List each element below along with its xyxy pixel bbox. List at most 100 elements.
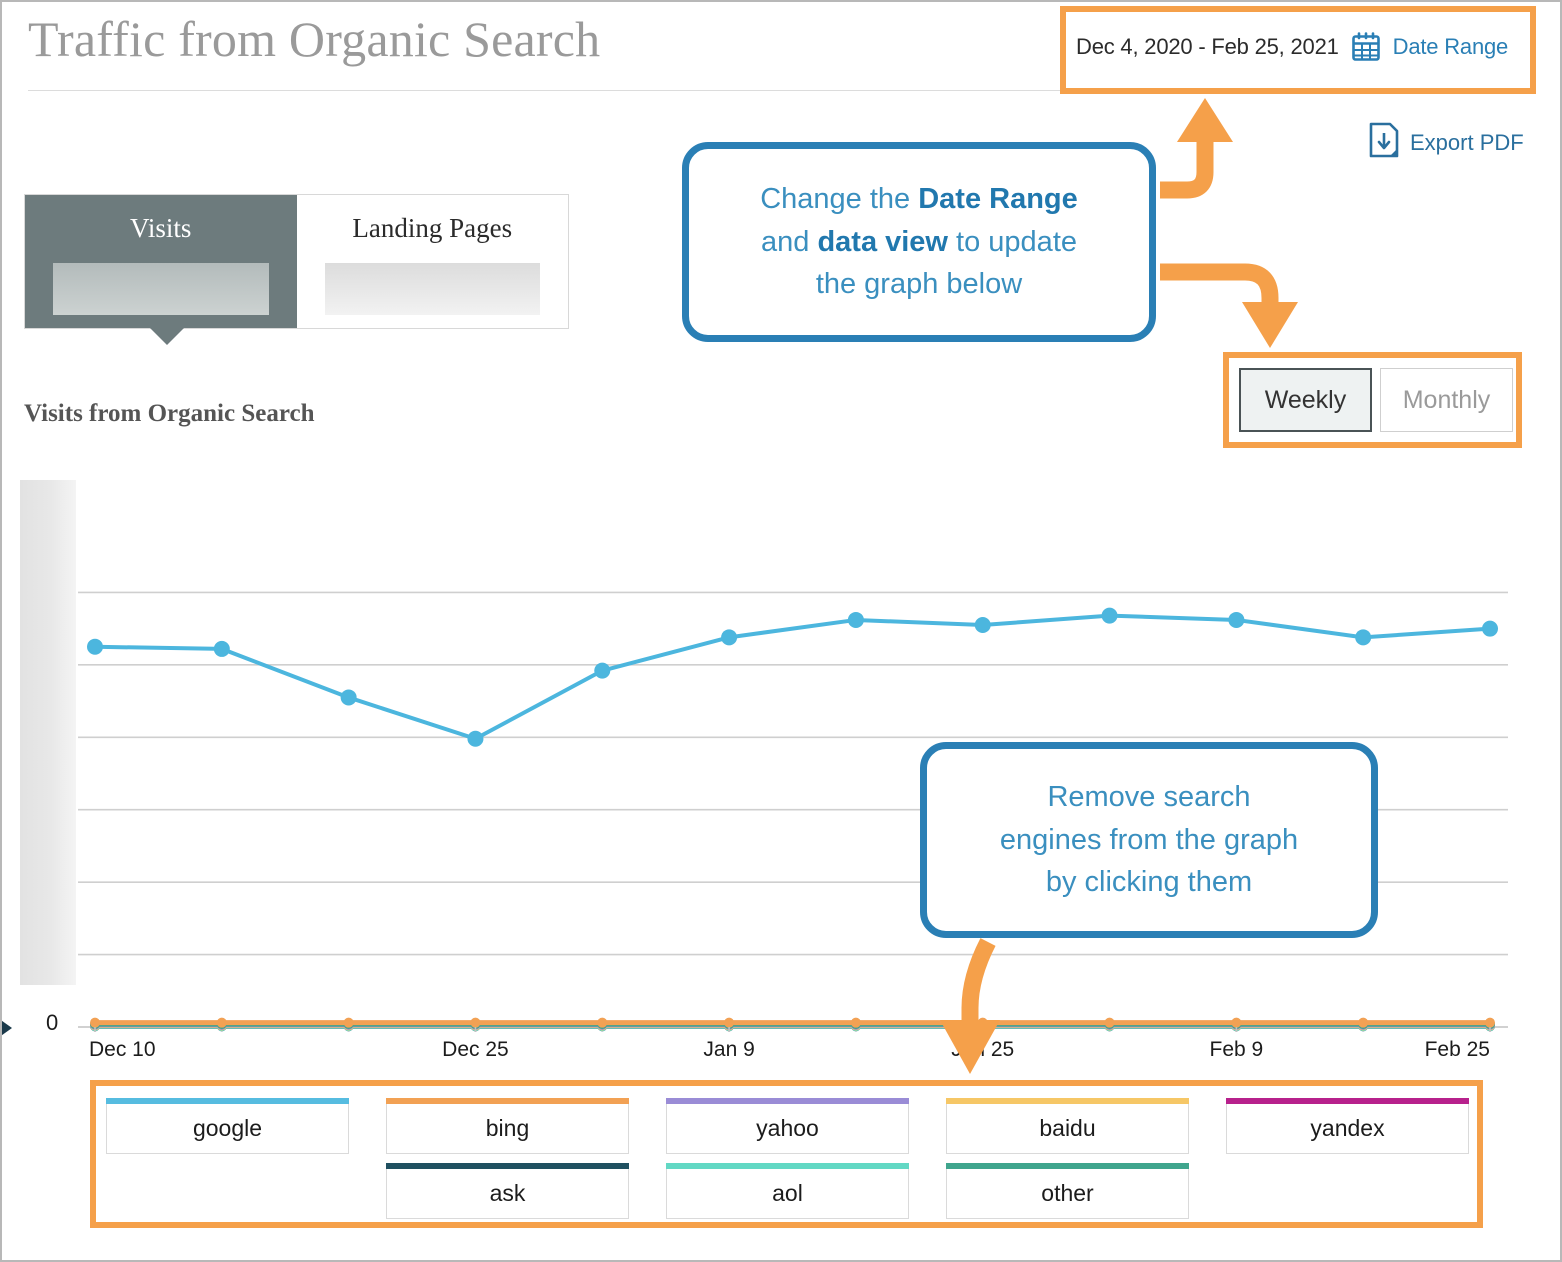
data-point-bing[interactable] [724, 1017, 735, 1028]
data-point-google[interactable] [1355, 629, 1372, 646]
data-point-bing[interactable] [216, 1017, 227, 1028]
legend-item-bing[interactable]: bing [386, 1098, 629, 1154]
chart-heading: Visits from Organic Search [24, 400, 315, 427]
callout-line2-bold: data view [817, 225, 948, 258]
callout-date-range: Change the Date Range and data view to u… [682, 142, 1156, 342]
callout-line2-pre: and [760, 225, 818, 258]
tab-active-pointer-icon [150, 328, 184, 345]
chart-series-layer [87, 607, 1498, 1032]
series-line-google [93, 613, 1492, 741]
callout-line1-bold: Date Range [918, 182, 1078, 215]
legend-item-yandex[interactable]: yandex [1226, 1098, 1469, 1154]
toggle-weekly[interactable]: Weekly [1239, 368, 1372, 432]
tab-visits[interactable]: Visits [25, 195, 297, 328]
callout2-line2: engines from the graph [999, 823, 1299, 856]
callout2-line1: Remove search [1047, 780, 1251, 813]
callout-date-range-text: Change the Date Range and data view to u… [742, 172, 1096, 313]
y-axis-zero-label: 0 [46, 1010, 59, 1035]
chart-canvas [78, 591, 1508, 1032]
data-point-google[interactable] [1101, 607, 1118, 624]
tab-visits-label: Visits [130, 213, 192, 243]
data-point-bing[interactable] [1104, 1017, 1115, 1028]
x-tick-label: Dec 25 [442, 1038, 509, 1061]
date-range-value: Dec 4, 2020 - Feb 25, 2021 [1076, 34, 1339, 59]
callout-line3: the graph below [815, 268, 1023, 301]
data-view-tabs: Visits Landing Pages [24, 194, 569, 329]
data-point-google[interactable] [594, 662, 611, 679]
legend-label-yahoo: yahoo [756, 1114, 819, 1141]
legend-swatch-google [106, 1098, 349, 1104]
x-tick-label: Jan 9 [703, 1038, 755, 1061]
legend-item-aol[interactable]: aol [666, 1163, 909, 1219]
legend-label-other: other [1041, 1179, 1094, 1206]
data-point-google[interactable] [847, 611, 864, 628]
x-tick-label: Jan 25 [951, 1038, 1015, 1061]
legend-label-aol: aol [772, 1179, 803, 1206]
legend-item-google[interactable]: google [106, 1098, 349, 1154]
tab-landing-pages-sparkbar [324, 263, 540, 315]
data-point-bing[interactable] [977, 1017, 988, 1028]
left-edge-marker-icon [2, 1018, 12, 1038]
legend-swatch-other [946, 1163, 1189, 1169]
legend-swatch-ask [386, 1163, 629, 1169]
legend-column: yahoo aol [666, 1098, 909, 1232]
legend-column: baidu other [946, 1098, 1189, 1232]
toggle-monthly[interactable]: Monthly [1380, 368, 1513, 432]
legend-label-ask: ask [489, 1179, 526, 1206]
x-tick-label: Feb 25 [1424, 1038, 1490, 1061]
legend-item-ask[interactable]: ask [386, 1163, 629, 1219]
date-range-control[interactable]: Dec 4, 2020 - Feb 25, 2021 Date Range [1076, 32, 1508, 62]
legend-label-google: google [192, 1114, 263, 1141]
data-point-google[interactable] [467, 730, 484, 747]
export-pdf-icon [1368, 122, 1400, 163]
data-point-google[interactable] [1228, 611, 1245, 628]
date-range-highlight-box [1060, 6, 1536, 94]
data-point-bing[interactable] [1485, 1017, 1495, 1028]
data-point-bing[interactable] [1231, 1017, 1242, 1028]
header-divider [28, 90, 1533, 91]
chart-legend: google bing ask yahoo aol baidu other yandex [106, 1096, 1469, 1219]
data-point-bing[interactable] [343, 1017, 354, 1028]
line-chart [20, 472, 1520, 1032]
data-point-bing[interactable] [597, 1017, 608, 1028]
data-point-bing[interactable] [470, 1017, 481, 1028]
legend-column: google [106, 1098, 349, 1167]
callout-remove-engines: Remove search engines from the graph by … [920, 742, 1378, 938]
data-point-google[interactable] [87, 638, 103, 655]
callout-line2-post: to update [948, 225, 1077, 258]
export-pdf-button[interactable]: Export PDF [1368, 122, 1524, 163]
legend-label-baidu: baidu [1039, 1114, 1096, 1141]
legend-swatch-baidu [946, 1098, 1189, 1104]
legend-column: yandex [1226, 1098, 1469, 1167]
data-point-bing[interactable] [850, 1017, 861, 1028]
data-point-bing[interactable] [1358, 1017, 1369, 1028]
legend-column: bing ask [386, 1098, 629, 1232]
view-toggle-group: Weekly Monthly [1239, 368, 1513, 432]
data-point-google[interactable] [1482, 620, 1498, 637]
legend-label-bing: bing [485, 1114, 530, 1141]
data-point-google[interactable] [721, 629, 738, 646]
page-title: Traffic from Organic Search [28, 11, 601, 67]
legend-swatch-aol [666, 1163, 909, 1169]
legend-swatch-bing [386, 1098, 629, 1104]
export-pdf-label: Export PDF [1410, 129, 1524, 155]
legend-item-baidu[interactable]: baidu [946, 1098, 1189, 1154]
data-point-bing[interactable] [90, 1017, 100, 1028]
data-point-google[interactable] [340, 689, 357, 706]
tab-landing-pages[interactable]: Landing Pages [297, 195, 569, 328]
calendar-icon [1351, 32, 1381, 62]
x-tick-label: Feb 9 [1209, 1038, 1264, 1061]
callout-line1-pre: Change the [760, 182, 919, 215]
data-point-google[interactable] [974, 617, 991, 634]
legend-swatch-yandex [1226, 1098, 1469, 1104]
legend-label-yandex: yandex [1310, 1114, 1385, 1141]
data-point-google[interactable] [213, 640, 230, 657]
tab-landing-pages-label: Landing Pages [352, 213, 513, 243]
legend-item-other[interactable]: other [946, 1163, 1189, 1219]
legend-swatch-yahoo [666, 1098, 909, 1104]
date-range-label[interactable]: Date Range [1392, 34, 1509, 59]
callout2-line3: by clicking them [1045, 866, 1253, 899]
legend-item-yahoo[interactable]: yahoo [666, 1098, 909, 1154]
callout-remove-engines-text: Remove search engines from the graph by … [982, 770, 1316, 911]
